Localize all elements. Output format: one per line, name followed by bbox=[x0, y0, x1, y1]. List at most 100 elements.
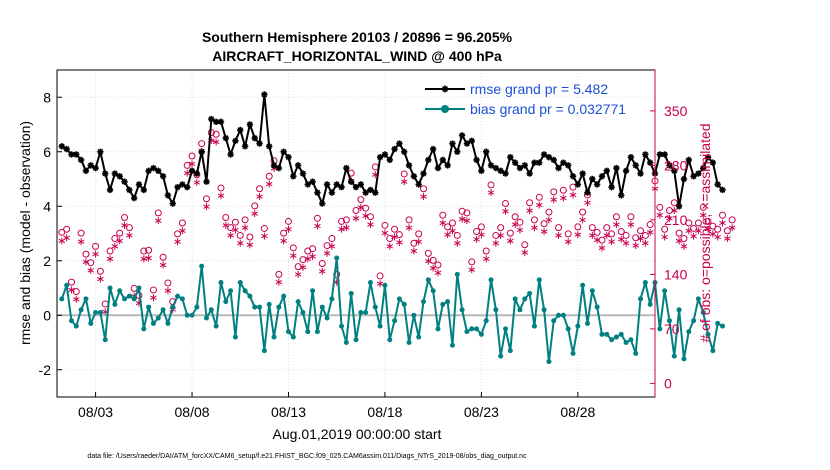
marker-stroke bbox=[473, 237, 480, 242]
x-axis-label: Aug.01,2019 00:00:00 start bbox=[273, 426, 442, 442]
rmse-point bbox=[685, 156, 692, 164]
assimilated-obs-point bbox=[473, 235, 480, 243]
rmse-point bbox=[73, 151, 80, 158]
bias-point bbox=[556, 312, 562, 318]
rmse-point bbox=[429, 145, 437, 153]
assimilated-obs-point bbox=[106, 255, 114, 263]
rmse-point bbox=[661, 151, 668, 158]
y2-axis-label: # of obs: o=possible; ×=assimilated bbox=[697, 123, 713, 342]
rmse-point bbox=[463, 140, 471, 147]
bias-point bbox=[695, 296, 701, 302]
rmse-point bbox=[188, 167, 196, 175]
rmse-point bbox=[217, 118, 225, 125]
rmse-point bbox=[569, 173, 577, 180]
rmse-point bbox=[208, 115, 215, 123]
possible-obs-point bbox=[67, 278, 75, 286]
rmse-point bbox=[695, 170, 702, 177]
rmse-point bbox=[666, 162, 673, 169]
grid bbox=[57, 70, 655, 397]
rmse-point bbox=[126, 186, 133, 194]
assimilated-obs-point bbox=[314, 222, 321, 230]
marker-stroke bbox=[517, 165, 523, 171]
assimilated-obs-point bbox=[275, 278, 283, 286]
assimilated-obs-point bbox=[251, 210, 259, 218]
rmse-point bbox=[314, 189, 321, 196]
marker-stroke bbox=[329, 189, 335, 196]
assimilated-obs-point bbox=[285, 225, 292, 233]
bias-point bbox=[276, 304, 282, 310]
bias-point bbox=[594, 304, 600, 310]
rmse-point bbox=[671, 167, 678, 175]
marker-stroke bbox=[430, 146, 436, 152]
rmse-point bbox=[420, 170, 427, 177]
rmse-point bbox=[410, 173, 418, 180]
marker-stroke bbox=[680, 244, 688, 249]
possible-obs-point bbox=[130, 284, 138, 292]
rmse-point bbox=[700, 164, 707, 172]
rmse-point bbox=[415, 181, 422, 188]
marker-stroke bbox=[232, 138, 239, 144]
possible-obs-point bbox=[434, 261, 442, 269]
legend-bias-label: bias grand pr = 0.032771 bbox=[470, 101, 626, 117]
bias-point bbox=[531, 323, 537, 329]
bias-point bbox=[372, 304, 378, 310]
marker-stroke bbox=[646, 230, 654, 235]
marker-stroke bbox=[488, 162, 494, 169]
bias-point bbox=[160, 307, 166, 313]
bias-point bbox=[78, 307, 84, 313]
rmse-point bbox=[483, 148, 490, 155]
marker-stroke bbox=[92, 251, 99, 257]
possible-obs-point bbox=[506, 229, 514, 237]
rmse-point bbox=[642, 151, 649, 158]
bias-point bbox=[416, 334, 422, 340]
marker-stroke bbox=[169, 200, 176, 207]
rmse-point bbox=[77, 156, 85, 164]
marker-stroke bbox=[155, 167, 162, 174]
marker-stroke bbox=[623, 167, 629, 174]
marker-stroke bbox=[435, 165, 441, 171]
bias-point bbox=[449, 342, 455, 348]
marker-stroke bbox=[295, 162, 301, 169]
marker-stroke bbox=[535, 202, 543, 208]
marker-stroke bbox=[502, 170, 509, 177]
rmse-point bbox=[540, 151, 548, 158]
marker-stroke bbox=[444, 162, 451, 169]
possible-obs-point bbox=[458, 207, 466, 215]
marker-stroke bbox=[386, 157, 393, 163]
marker-stroke bbox=[458, 216, 466, 222]
marker-stroke bbox=[309, 178, 316, 185]
marker-stroke bbox=[242, 143, 248, 150]
marker-stroke bbox=[521, 162, 528, 169]
rmse-point bbox=[212, 118, 220, 125]
marker-stroke bbox=[97, 148, 104, 155]
assimilated-obs-point bbox=[492, 239, 500, 247]
y-tick-label: 6 bbox=[43, 144, 51, 160]
assimilated-obs-point bbox=[391, 233, 398, 241]
marker-stroke bbox=[174, 239, 181, 244]
marker-stroke bbox=[126, 233, 133, 238]
assimilated-obs-point bbox=[261, 232, 268, 240]
assimilated-obs-point bbox=[400, 178, 408, 186]
possible-obs-point bbox=[106, 247, 114, 255]
marker-stroke bbox=[483, 148, 490, 155]
marker-stroke bbox=[357, 205, 365, 210]
marker-stroke bbox=[271, 162, 277, 169]
marker-stroke bbox=[150, 165, 157, 171]
rmse-point bbox=[584, 189, 591, 196]
bias-point bbox=[435, 326, 441, 332]
bias-point bbox=[199, 263, 205, 269]
rmse-point bbox=[367, 186, 374, 194]
marker-stroke bbox=[227, 151, 234, 158]
possible-obs-point bbox=[502, 200, 509, 208]
rmse-point bbox=[309, 178, 316, 185]
possible-obs-point bbox=[448, 219, 456, 227]
marker-stroke bbox=[314, 189, 321, 196]
marker-stroke bbox=[555, 233, 562, 238]
rmse-point bbox=[347, 178, 355, 185]
marker-stroke bbox=[487, 190, 495, 195]
y2-tick-label: 0 bbox=[664, 375, 672, 391]
possible-obs-point bbox=[675, 229, 683, 237]
bias-point bbox=[107, 285, 113, 291]
rmse-point bbox=[632, 162, 639, 169]
assimilated-obs-point bbox=[453, 239, 461, 247]
